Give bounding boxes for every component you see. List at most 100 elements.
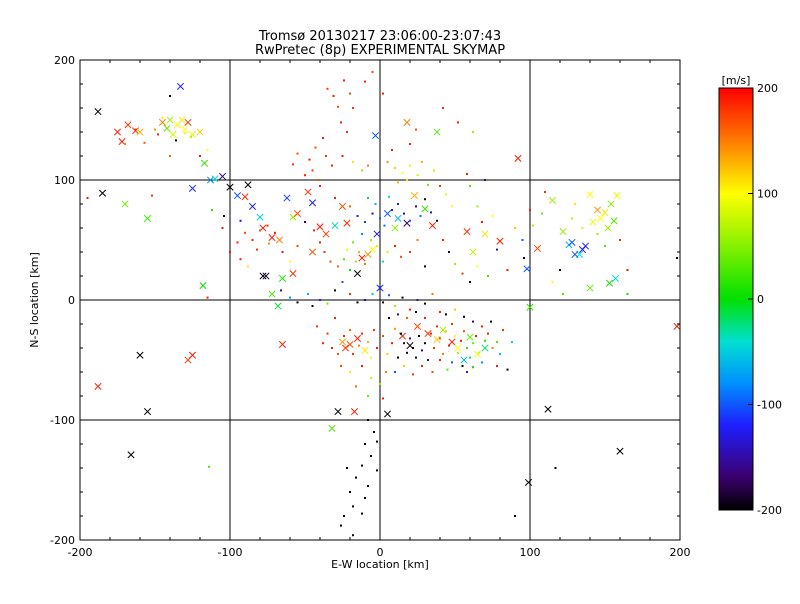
data-point-cross	[371, 132, 380, 140]
data-point-dot	[169, 155, 171, 157]
data-point-cross	[433, 336, 441, 344]
data-point-dot	[311, 305, 314, 307]
data-point-dot	[394, 245, 396, 247]
data-point-cross	[188, 184, 197, 192]
data-point-dot	[382, 397, 384, 400]
data-point-dot	[676, 257, 678, 259]
data-point-cross	[526, 303, 534, 311]
data-point-dot	[352, 107, 354, 109]
data-point-dot	[289, 260, 291, 263]
data-point-dot	[154, 128, 156, 131]
data-point-dot	[472, 342, 474, 345]
data-point-dot	[343, 335, 345, 337]
data-point-dot	[397, 203, 399, 205]
data-point-dot	[370, 239, 372, 241]
data-point-dot	[445, 313, 447, 316]
data-point-dot	[463, 315, 465, 318]
data-point-dot	[604, 245, 606, 247]
data-point-cross	[113, 128, 122, 136]
data-point-dot	[86, 197, 89, 199]
y-tick-label: -200	[50, 534, 75, 547]
data-point-dot	[319, 299, 321, 301]
data-point-cross	[200, 159, 209, 167]
data-point-dot	[373, 329, 375, 331]
data-point-dot	[484, 179, 486, 181]
data-point-dot	[451, 323, 453, 325]
data-point-dot	[379, 383, 381, 385]
data-point-dot	[418, 335, 420, 337]
colorbar: [m/s] 200 100 0 -100 -200	[718, 74, 782, 517]
data-point-dot	[439, 359, 441, 361]
y-tick-label: 100	[54, 174, 75, 187]
data-point-dot	[386, 161, 389, 163]
data-point-cross	[460, 356, 468, 364]
data-point-dot	[472, 366, 474, 369]
data-point-cross	[289, 270, 297, 278]
data-point-dot	[466, 371, 468, 373]
data-point-dot	[199, 155, 201, 157]
data-point-dot	[481, 361, 483, 364]
data-point-dot	[424, 317, 426, 319]
x-tick-label: 0	[377, 546, 384, 559]
data-point-dot	[313, 229, 315, 232]
data-point-cross	[226, 183, 234, 191]
data-point-dot	[415, 356, 417, 359]
data-point-dot	[409, 219, 411, 222]
data-point-dot	[307, 293, 309, 295]
data-point-cross	[218, 172, 227, 180]
data-point-cross	[127, 451, 135, 459]
data-point-dot	[239, 219, 242, 222]
data-point-dot	[436, 219, 438, 222]
data-point-cross	[403, 118, 411, 126]
data-point-cross	[196, 128, 204, 136]
data-point-dot	[406, 179, 408, 181]
data-point-cross	[176, 82, 185, 90]
data-point-dot	[446, 368, 449, 371]
data-point-cross	[514, 154, 522, 162]
data-point-dot	[419, 215, 422, 217]
data-point-dot	[487, 275, 489, 277]
data-point-dot	[424, 342, 426, 345]
data-point-dot	[626, 269, 629, 271]
data-point-cross	[586, 190, 594, 198]
data-point-cross	[278, 340, 287, 348]
data-point-dot	[551, 281, 554, 283]
y-tick-label: -100	[50, 414, 75, 427]
data-point-dot	[349, 205, 351, 208]
colorbar-ticks: 200 100 0 -100 -200	[748, 82, 782, 517]
data-point-dot	[442, 239, 444, 241]
data-point-dot	[388, 195, 390, 198]
data-point-dot	[469, 185, 471, 187]
data-point-dot	[424, 302, 426, 305]
data-point-dot	[478, 351, 480, 354]
data-point-dot	[496, 365, 498, 367]
data-point-dot	[409, 251, 411, 253]
x-tick-label: 200	[670, 546, 691, 559]
data-point-dot	[296, 245, 299, 247]
data-point-dot	[400, 255, 402, 258]
data-point-dot	[412, 347, 414, 349]
data-point-dot	[469, 356, 471, 359]
data-point-dot	[247, 265, 249, 268]
data-point-dot	[461, 272, 464, 275]
data-point-dot	[322, 137, 324, 139]
data-point-cross	[94, 108, 102, 116]
data-point-cross	[364, 250, 372, 258]
data-point-cross	[524, 478, 533, 486]
data-point-cross	[268, 234, 276, 242]
data-point-dot	[451, 361, 453, 364]
data-point-dot	[409, 164, 411, 167]
data-point-cross	[383, 210, 392, 218]
colorbar-tick-label: 0	[757, 293, 764, 306]
data-point-cross	[439, 326, 447, 334]
data-point-cross	[424, 330, 432, 338]
data-point-dot	[341, 281, 344, 283]
data-point-dot	[326, 302, 329, 305]
data-point-cross	[428, 222, 437, 230]
data-point-dot	[412, 373, 414, 376]
data-point-cross	[358, 254, 366, 262]
data-point-cross	[98, 189, 107, 197]
data-point-dot	[370, 377, 372, 379]
data-point-dot	[370, 455, 372, 457]
